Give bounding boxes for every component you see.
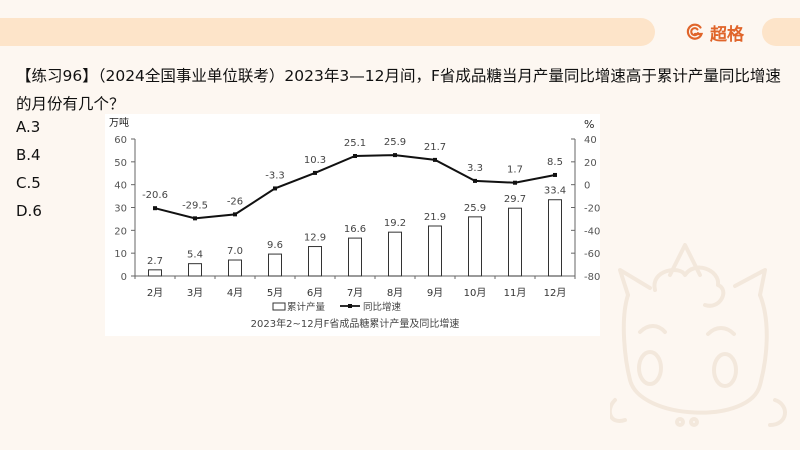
bar-value-label: 33.4 bbox=[544, 186, 566, 197]
growth-line bbox=[154, 154, 556, 220]
bar-value-label: 2.7 bbox=[147, 256, 163, 267]
bar-value-label: 25.9 bbox=[464, 203, 486, 214]
line-marker bbox=[273, 186, 277, 191]
x-tick-label: 11月 bbox=[504, 287, 527, 299]
line-value-label: 25.9 bbox=[384, 137, 406, 148]
header-bar-left bbox=[0, 18, 655, 46]
line-value-label: 8.5 bbox=[547, 157, 563, 168]
bar bbox=[508, 207, 522, 277]
bar bbox=[228, 259, 242, 277]
line-marker bbox=[433, 157, 437, 162]
question-line-1: 【练习96】（2024全国事业单位联考）2023年3—12月间，F省成品糖当月产… bbox=[16, 67, 781, 85]
line-marker bbox=[393, 153, 397, 158]
right-tick-label: -60 bbox=[584, 249, 600, 260]
left-tick-label: 40 bbox=[114, 181, 127, 192]
bar bbox=[148, 269, 162, 277]
line-value-label: -26 bbox=[227, 196, 243, 207]
line-value-label: -20.6 bbox=[142, 190, 168, 201]
legend-line-marker bbox=[348, 304, 352, 308]
x-tick-label: 7月 bbox=[347, 287, 363, 299]
right-tick-label: 20 bbox=[584, 158, 597, 169]
x-tick-label: 3月 bbox=[187, 287, 203, 299]
bar-value-label: 5.4 bbox=[187, 250, 203, 261]
x-tick-label: 4月 bbox=[227, 287, 243, 299]
option-d[interactable]: D.6 bbox=[16, 202, 42, 220]
bar bbox=[268, 253, 282, 277]
x-tick-label: 8月 bbox=[387, 287, 403, 299]
line-value-label: 1.7 bbox=[507, 165, 523, 176]
legend-bar-swatch bbox=[272, 302, 286, 311]
legend-line-label: 同比增速 bbox=[363, 301, 402, 313]
g-logo-icon bbox=[686, 23, 704, 40]
question-line-2: 的月份有几个？ bbox=[16, 95, 125, 113]
right-tick-label: 40 bbox=[584, 135, 597, 146]
line-value-label: -3.3 bbox=[265, 170, 285, 181]
left-tick-label: 20 bbox=[114, 226, 127, 237]
right-tick-label: 0 bbox=[584, 181, 590, 192]
right-tick-label: -40 bbox=[584, 226, 600, 237]
brand-logo: 超格 bbox=[686, 20, 744, 45]
left-tick-label: 0 bbox=[121, 272, 127, 283]
x-tick-label: 12月 bbox=[544, 287, 567, 299]
bar bbox=[548, 199, 562, 277]
bar-value-label: 12.9 bbox=[304, 233, 326, 244]
bar-value-label: 19.2 bbox=[384, 218, 406, 229]
bar bbox=[388, 231, 402, 277]
combo-chart: 60 50 40 30 20 10 0 万吨 40 20 0 -20 -40 -60 -80% 2月 3月 4月 5… bbox=[109, 116, 600, 330]
line-value-label: 10.3 bbox=[304, 155, 326, 166]
left-tick-label: 50 bbox=[114, 158, 127, 169]
question-text: 【练习96】（2024全国事业单位联考）2023年3—12月间，F省成品糖当月产… bbox=[16, 62, 786, 118]
line-marker bbox=[313, 170, 317, 175]
bar-value-label: 9.6 bbox=[267, 240, 283, 251]
chart-container: 60 50 40 30 20 10 0 万吨 40 20 0 -20 -40 -60 -80% 2月 3月 4月 5… bbox=[105, 114, 600, 336]
answer-options: A.3 B.4 C.5 D.6 bbox=[16, 116, 42, 228]
bar bbox=[188, 263, 202, 277]
line-value-label: 3.3 bbox=[467, 163, 483, 174]
bar bbox=[428, 225, 442, 277]
line-marker bbox=[153, 206, 157, 211]
chart-title: 2023年2~12月F省成品糖累计产量及同比增速 bbox=[251, 317, 460, 330]
bar bbox=[348, 237, 362, 277]
option-a[interactable]: A.3 bbox=[16, 118, 41, 136]
right-tick-label: -20 bbox=[584, 204, 600, 215]
brand-name: 超格 bbox=[710, 24, 744, 45]
header-bar-right bbox=[762, 18, 800, 46]
x-tick-label: 10月 bbox=[464, 287, 487, 299]
left-axis-unit: 万吨 bbox=[109, 116, 129, 129]
x-tick-label: 2月 bbox=[147, 287, 163, 299]
line-marker bbox=[513, 180, 517, 185]
bar-value-label: 29.7 bbox=[504, 194, 526, 205]
line-value-label: 21.7 bbox=[424, 142, 446, 153]
x-tick-label: 9月 bbox=[427, 287, 443, 299]
right-axis-unit: % bbox=[584, 118, 594, 131]
bar-value-label: 16.6 bbox=[344, 224, 366, 235]
bar-value-label: 21.9 bbox=[424, 212, 446, 223]
option-c[interactable]: C.5 bbox=[16, 174, 41, 192]
bar-value-label: 7.0 bbox=[227, 246, 243, 257]
bar bbox=[468, 216, 482, 277]
line-marker bbox=[553, 172, 557, 177]
bar bbox=[308, 246, 322, 277]
right-tick-label: -80 bbox=[584, 272, 600, 283]
line-marker bbox=[473, 178, 477, 183]
left-tick-label: 60 bbox=[114, 135, 127, 146]
line-marker bbox=[233, 212, 237, 217]
option-b[interactable]: B.4 bbox=[16, 146, 41, 164]
line-marker bbox=[193, 216, 197, 221]
x-tick-label: 6月 bbox=[307, 287, 323, 299]
line-marker bbox=[353, 154, 357, 159]
line-value-label: -29.5 bbox=[182, 200, 208, 211]
unicorn-mascot-icon bbox=[610, 243, 787, 427]
left-tick-label: 10 bbox=[114, 249, 127, 260]
x-tick-label: 5月 bbox=[267, 287, 283, 299]
legend-bar-label: 累计产量 bbox=[287, 301, 326, 313]
line-value-label: 25.1 bbox=[344, 138, 366, 149]
left-tick-label: 30 bbox=[114, 204, 127, 215]
